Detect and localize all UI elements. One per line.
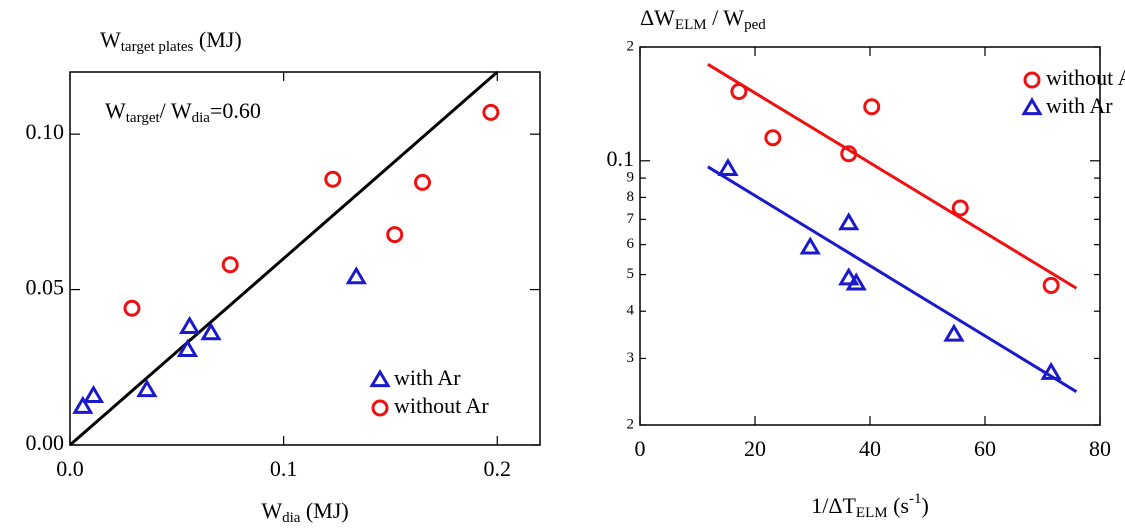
point bbox=[482, 103, 500, 121]
y-tick-label: 4 bbox=[627, 303, 635, 319]
point bbox=[345, 266, 367, 285]
y-tick-label: 2 bbox=[627, 416, 635, 432]
y-tick-label: 9 bbox=[627, 170, 635, 186]
chart-title-part: (MJ) bbox=[193, 27, 241, 52]
point bbox=[179, 315, 201, 334]
point bbox=[82, 384, 105, 403]
point bbox=[840, 145, 858, 163]
point bbox=[717, 157, 739, 176]
point bbox=[799, 236, 821, 255]
point bbox=[1040, 361, 1062, 380]
y-tick-label: 0.10 bbox=[26, 119, 65, 144]
x-axis-label-part: 1/ΔT bbox=[811, 493, 856, 518]
x-tick-label: 0.0 bbox=[56, 456, 84, 481]
legend-marker bbox=[369, 369, 391, 388]
annotation: Wtarget/ Wdia=0.60 bbox=[105, 98, 261, 126]
x-axis-label-part: (MJ) bbox=[300, 498, 348, 523]
point bbox=[386, 226, 404, 244]
annotation-part: dia bbox=[192, 110, 211, 126]
annotation-part: W bbox=[105, 98, 126, 123]
point bbox=[943, 323, 965, 342]
point bbox=[764, 129, 782, 147]
x-axis-label-part: (s bbox=[888, 493, 909, 518]
y-tick-label: 0.05 bbox=[26, 275, 65, 300]
legend-label: without Ar bbox=[394, 393, 489, 418]
y-tick-label: 0.1 bbox=[607, 146, 635, 171]
point bbox=[200, 322, 222, 341]
point bbox=[72, 395, 94, 414]
legend-marker bbox=[1023, 71, 1041, 89]
chart-title-part: ELM bbox=[675, 17, 707, 33]
point bbox=[838, 212, 860, 231]
point bbox=[863, 98, 881, 116]
legend-label: with Ar bbox=[1046, 93, 1113, 118]
fit-line bbox=[707, 165, 1078, 393]
point bbox=[176, 338, 199, 357]
annotation-part: target bbox=[126, 110, 161, 126]
x-tick-label: 0 bbox=[635, 436, 646, 461]
point bbox=[123, 299, 141, 317]
y-tick-label: 7 bbox=[627, 211, 635, 227]
chart-title: Wtarget plates (MJ) bbox=[100, 27, 242, 55]
chart-title: ΔWELM / Wped bbox=[640, 5, 766, 33]
plot-frame bbox=[69, 71, 541, 446]
chart-title-part: ΔW bbox=[640, 5, 675, 30]
fit-line bbox=[69, 70, 499, 447]
x-tick-label: 20 bbox=[744, 436, 766, 461]
y-tick-label: 2 bbox=[627, 38, 635, 54]
x-tick-label: 0.2 bbox=[484, 456, 512, 481]
x-axis-label-part: -1 bbox=[909, 491, 922, 507]
fit-line bbox=[707, 63, 1078, 290]
y-tick-label: 3 bbox=[627, 350, 635, 366]
point bbox=[136, 379, 158, 398]
x-axis-label: Wdia (MJ) bbox=[261, 498, 348, 526]
point bbox=[845, 272, 867, 291]
chart-title-part: ped bbox=[744, 17, 766, 33]
x-tick-label: 60 bbox=[974, 436, 996, 461]
chart-title-part: target plates bbox=[121, 39, 194, 55]
point bbox=[221, 256, 239, 274]
x-axis-label-part: ELM bbox=[856, 505, 888, 521]
point bbox=[324, 170, 342, 188]
legend-marker bbox=[371, 399, 389, 417]
x-axis-label-part: ) bbox=[921, 493, 928, 518]
x-tick-label: 80 bbox=[1089, 436, 1111, 461]
chart-title-part: / W bbox=[707, 5, 745, 30]
chart-title-part: W bbox=[100, 27, 121, 52]
annotation-part: =0.60 bbox=[210, 98, 261, 123]
y-tick-label: 5 bbox=[627, 266, 635, 282]
y-tick-label: 6 bbox=[627, 236, 635, 252]
x-axis-label-part: dia bbox=[282, 510, 301, 526]
annotation-part: / W bbox=[160, 98, 192, 123]
x-axis-label-part: W bbox=[261, 498, 282, 523]
legend-label: without Ar bbox=[1046, 65, 1125, 90]
point bbox=[730, 83, 748, 101]
x-tick-label: 0.1 bbox=[270, 456, 298, 481]
point bbox=[951, 199, 969, 217]
y-tick-label: 8 bbox=[627, 189, 635, 205]
legend-marker bbox=[1021, 97, 1043, 116]
legend-label: with Ar bbox=[394, 365, 461, 390]
point bbox=[1042, 276, 1060, 294]
x-tick-label: 40 bbox=[859, 436, 881, 461]
y-tick-label: 0.00 bbox=[26, 430, 65, 455]
x-axis-label: 1/ΔTELM (s-1) bbox=[811, 491, 929, 521]
point bbox=[838, 267, 860, 286]
point bbox=[414, 173, 431, 191]
